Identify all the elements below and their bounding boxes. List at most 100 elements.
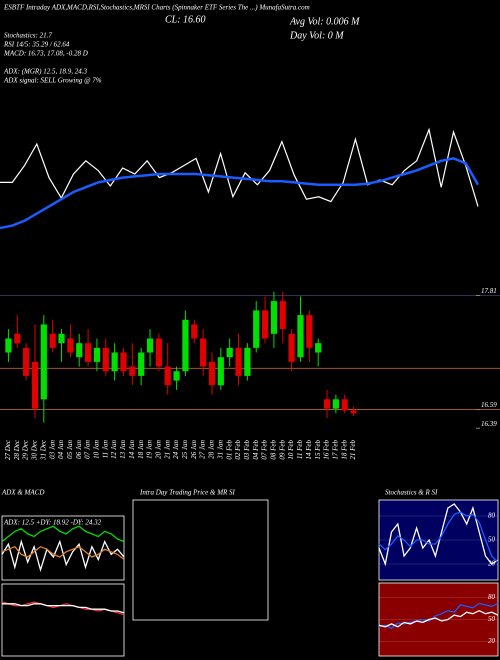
y-tick-label: 50 — [488, 536, 496, 544]
x-tick-label: 02 Feb — [234, 440, 242, 460]
panel-frame — [378, 582, 499, 657]
page-title: ESBTF Intraday ADX,MACD,RSI,Stochastics,… — [3, 4, 310, 12]
candle-body — [341, 399, 348, 411]
stat: ADX: (MGR) 12.5, 18.9, 24.3 — [3, 68, 88, 76]
x-tick-label: 29 Dec — [22, 439, 30, 460]
series-line — [378, 602, 499, 630]
close-price: CL: 16.60 — [165, 14, 206, 25]
candle-body — [261, 310, 269, 339]
x-tick-label: 11 Feb — [296, 440, 304, 460]
x-tick-label: 19 Jan — [146, 440, 154, 459]
x-tick-label: 13 Jan — [119, 440, 127, 459]
candle-body — [200, 338, 207, 367]
candle-body — [93, 347, 101, 362]
candle-body — [129, 366, 136, 376]
y-tick-label: 50 — [488, 615, 496, 623]
y-tick-label: 80 — [488, 593, 496, 601]
y-tick-label: 17.81 — [481, 287, 497, 295]
series-line — [0, 157, 480, 230]
candle-body — [173, 371, 180, 381]
x-tick-label: 10 Jan — [93, 440, 101, 459]
x-tick-label: 31 Dec — [39, 439, 47, 461]
x-tick-label: 18 Feb — [340, 440, 348, 460]
x-tick-label: 24 Jan — [172, 440, 180, 459]
candle-body — [164, 366, 171, 386]
series-line — [378, 609, 499, 628]
series-line — [378, 511, 499, 563]
stat: RSI 14/5: 35.29 / 62.64 — [3, 41, 70, 49]
panel-frame — [1, 515, 125, 581]
panel-frame — [132, 499, 269, 621]
panel-title: Intra Day Trading Price & MR SI — [139, 489, 236, 497]
x-tick-label: 28 Dec — [13, 439, 21, 460]
candle-body — [58, 333, 65, 344]
candle-body — [102, 347, 109, 372]
series-line — [1, 539, 125, 573]
candle-body — [315, 343, 322, 353]
panel-title: Stochastics & R SI — [385, 489, 438, 497]
candle-body — [323, 399, 331, 409]
x-tick-label: 03 Feb — [243, 440, 251, 460]
candle-body — [84, 343, 92, 362]
candle-body — [208, 361, 216, 386]
x-tick-label: 25 Jan — [181, 440, 189, 459]
stat: ADX signal: SELL Growing @ 7% — [3, 77, 102, 85]
panel-frame — [1, 583, 125, 657]
candle-body — [279, 301, 286, 330]
panel-frame — [378, 499, 499, 581]
x-tick-label: 26 Jan — [190, 440, 198, 459]
candle-body — [155, 338, 162, 367]
x-tick-label: 10 Feb — [287, 440, 295, 460]
x-tick-label: 28 Jan — [208, 440, 216, 459]
candle-body — [23, 347, 30, 376]
avg-volume: Avg Vol: 0.006 M — [289, 16, 360, 27]
candle-body — [40, 324, 47, 400]
y-tick-label: 16.39 — [481, 420, 497, 428]
x-tick-label: 27 Jan — [199, 440, 207, 459]
candle-body — [253, 310, 260, 348]
candle-body — [306, 315, 313, 348]
candle-body — [138, 352, 145, 376]
x-tick-label: 21 Feb — [349, 440, 357, 460]
x-tick-label: 04 Feb — [252, 440, 260, 460]
y-tick-label: 16.59 — [481, 401, 497, 409]
stat: Stochastics: 21.7 — [4, 32, 52, 40]
candle-body — [217, 357, 224, 386]
series-line — [1, 525, 125, 543]
x-tick-label: 11 Jan — [101, 440, 109, 459]
y-tick-label: 80 — [488, 512, 496, 520]
x-tick-label: 04 Jan — [57, 440, 65, 459]
series-line — [378, 503, 499, 567]
candle-body — [332, 399, 339, 409]
y-tick-label: 20 — [488, 637, 496, 645]
series-line — [0, 127, 479, 207]
candle-body — [14, 333, 21, 344]
candle-body — [67, 338, 74, 353]
candle-body — [226, 347, 233, 358]
x-tick-label: 20 Jan — [154, 440, 162, 459]
candle-body — [288, 333, 295, 362]
candle-body — [146, 338, 154, 353]
x-tick-label: 09 Feb — [278, 440, 286, 460]
x-tick-label: 31 Jan — [216, 440, 224, 460]
x-tick-label: 21 Jan — [163, 440, 171, 459]
panel-subtitle: ADX: 12.5 +DY: 18.92 -DY: 24.32 — [3, 519, 102, 527]
candle-body — [235, 347, 242, 376]
x-tick-label: 03 Jan — [48, 440, 56, 459]
x-tick-label: 14 Jan — [128, 440, 136, 459]
candle-body — [120, 352, 127, 372]
candle-body — [5, 338, 12, 353]
x-tick-label: 05 Jan — [66, 440, 74, 459]
panel-title: ADX & MACD — [1, 489, 44, 497]
x-tick-label: 14 Feb — [305, 440, 313, 460]
x-tick-label: 27 Dec — [4, 439, 12, 460]
candle-body — [244, 347, 251, 376]
candle-body — [182, 319, 189, 372]
x-tick-label: 07 Jan — [84, 440, 92, 459]
series-line — [2, 603, 125, 614]
candle-body — [76, 343, 83, 358]
candle-body — [49, 333, 56, 348]
x-tick-label: 16 Feb — [323, 440, 331, 460]
candle-body — [350, 410, 357, 414]
